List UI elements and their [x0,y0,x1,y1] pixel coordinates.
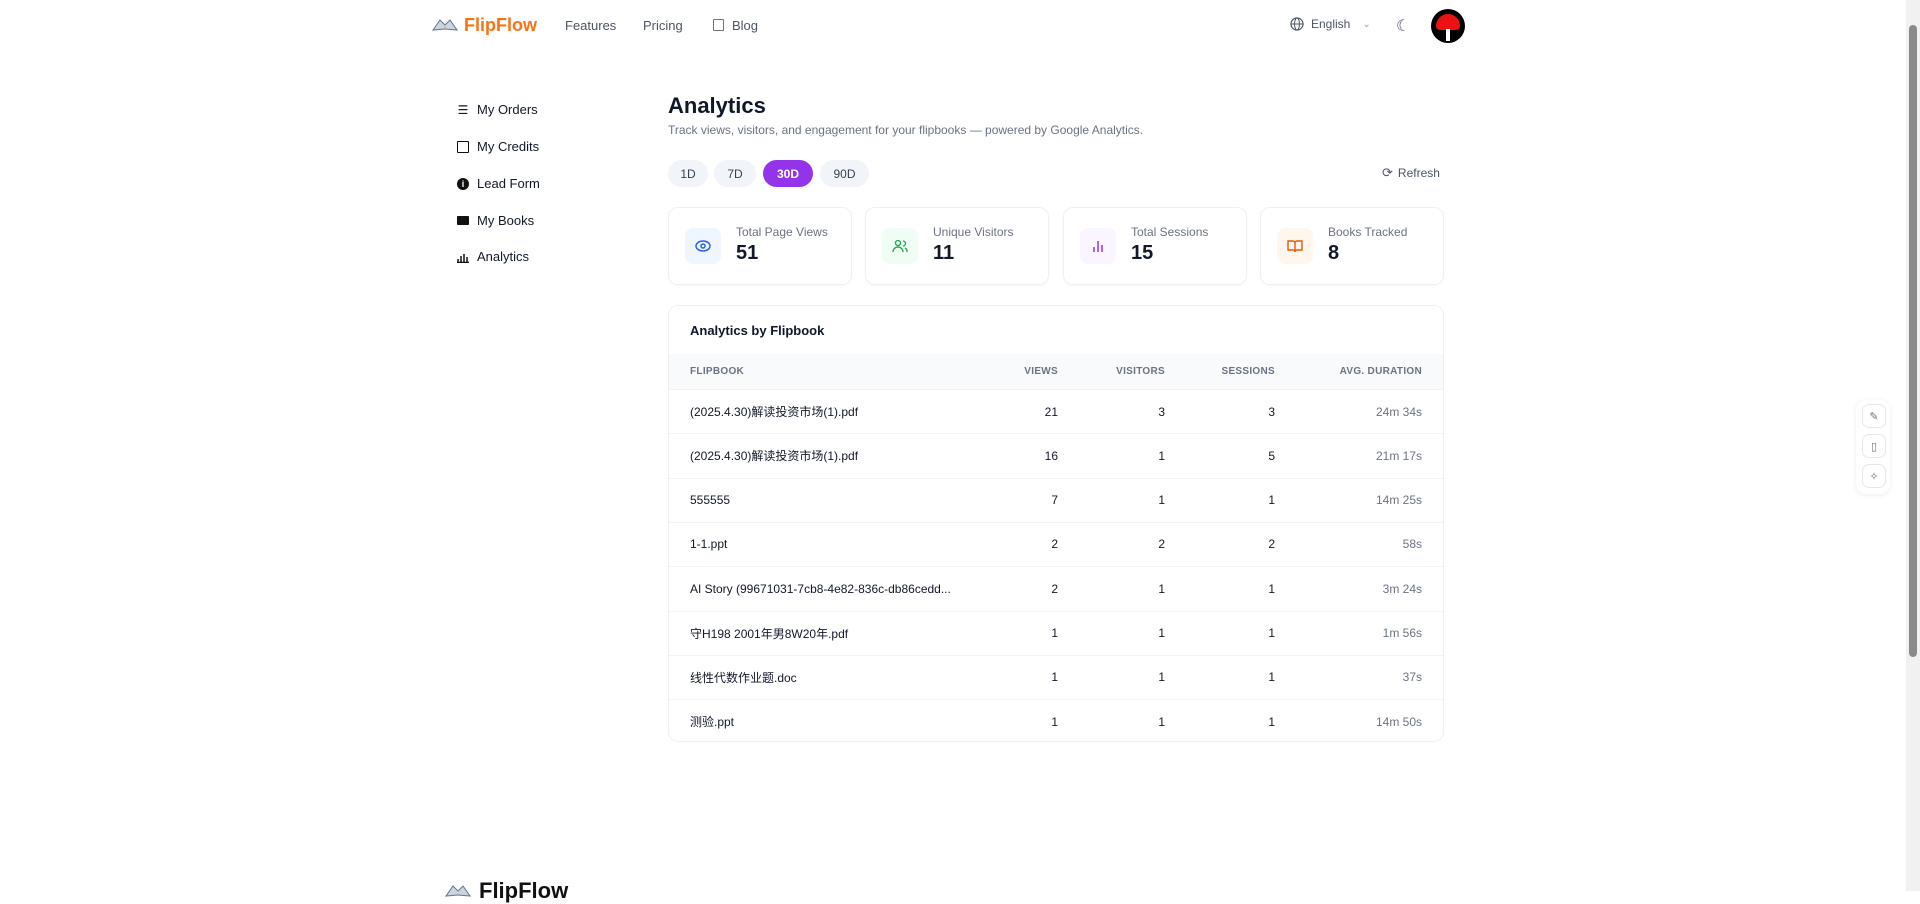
book-logo-icon [445,885,471,897]
range-tab-1d[interactable]: 1D [668,160,708,187]
sessions: 1 [1268,626,1275,640]
visitors: 1 [1158,626,1165,640]
sidebar-item-lead-form[interactable]: i Lead Form [457,176,540,191]
sidebar-item-my-books[interactable]: My Books [457,213,534,228]
wallet-icon [457,140,469,153]
avg-duration: 24m 34s [1375,404,1422,419]
sessions: 1 [1268,581,1275,596]
book-logo-icon [431,19,459,31]
table-header: FLIPBOOK VIEWS VISITORS SESSIONS AVG. DU… [669,354,1443,389]
language-select[interactable]: English ⌄ [1290,17,1371,31]
file-edit-icon[interactable]: ✎ [1862,404,1886,428]
table-row[interactable]: (2025.4.30)解读投资市场(1).pdf 21 3 3 24m 34s [669,389,1443,433]
sidebar-item-analytics[interactable]: Analytics [457,249,529,264]
range-tab-90d[interactable]: 90D [820,160,869,187]
avg-duration: 14m 50s [1375,714,1422,729]
table-row[interactable]: 守H198 2001年男8W20年.pdf 1 1 1 1m 56s [669,610,1443,655]
scrollbar-thumb[interactable] [1909,25,1917,657]
views: 21 [1044,404,1058,419]
globe-icon [1290,17,1304,31]
laptop-icon [457,216,469,225]
flipbook-name: (2025.4.30)解读投资市场(1).pdf [690,449,859,464]
info-icon: i [457,177,469,190]
nav-features[interactable]: Features [565,18,617,33]
flipbook-name: 1-1.ppt [690,537,728,552]
eye-icon [685,228,721,264]
sidebar-item-my-credits[interactable]: My Credits [457,139,539,154]
views: 2 [1051,581,1058,596]
views: 1 [1051,714,1058,729]
flipbook-name: 测验.ppt [690,715,735,730]
avg-duration: 1m 56s [1382,626,1422,640]
sidebar-item-my-orders[interactable]: ☰ My Orders [457,102,538,117]
table-row[interactable]: 1-1.ppt 2 2 2 58s [669,521,1443,566]
table-row[interactable]: (2025.4.30)解读投资市场(1).pdf 16 1 5 21m 17s [669,433,1443,477]
brand-name[interactable]: FlipFlow [464,15,537,35]
book-icon [1277,228,1313,264]
bar-chart-icon [1080,228,1116,264]
table-row[interactable]: AI Story (99671031-7cb8-4e82-836c-db86ce… [669,566,1443,610]
sessions: 1 [1268,670,1275,685]
views: 1 [1051,626,1058,640]
avg-duration: 14m 25s [1375,493,1422,508]
analytics-table-card: Analytics by Flipbook FLIPBOOK VIEWS VIS… [668,305,1444,742]
footer-logo: FlipFlow [445,878,568,904]
refresh-button[interactable]: ⟳ Refresh [1382,165,1440,180]
avatar[interactable] [1431,9,1465,43]
sessions: 1 [1268,493,1275,508]
stat-card-page-views: Total Page Views 51 [668,207,852,285]
sparkle-icon[interactable]: ✧ [1862,464,1886,488]
visitors: 1 [1158,448,1165,463]
moon-icon: ☾ [1396,18,1411,35]
sidebar-icon[interactable]: ▯ [1862,434,1886,458]
visitors: 1 [1158,581,1165,596]
users-icon [882,228,918,264]
page-subtitle: Track views, visitors, and engagement fo… [668,123,1144,137]
avg-duration: 3m 24s [1382,581,1422,596]
newspaper-icon [713,19,724,31]
nav-pricing[interactable]: Pricing [643,18,683,33]
stat-card-total-sessions: Total Sessions 15 [1063,207,1247,285]
logo[interactable] [431,17,459,33]
stat-card-books-tracked: Books Tracked 8 [1260,207,1444,285]
list-icon: ☰ [457,102,469,117]
avg-duration: 21m 17s [1375,448,1422,463]
range-tab-30d[interactable]: 30D [763,160,813,187]
visitors: 1 [1158,714,1165,729]
visitors: 1 [1158,493,1165,508]
bar-chart-icon [457,251,469,263]
sessions: 2 [1268,537,1275,552]
sessions: 5 [1268,448,1275,463]
table-row[interactable]: 测验.ppt 1 1 1 14m 50s [669,699,1443,741]
refresh-icon: ⟳ [1382,165,1393,180]
flipbook-name: 线性代数作业题.doc [690,670,797,685]
views: 1 [1051,670,1058,685]
nav-blog[interactable]: Blog [732,18,759,33]
visitors: 2 [1158,537,1165,552]
page-title: Analytics [668,93,766,118]
visitors: 3 [1158,404,1165,419]
flipbook-name: AI Story (99671031-7cb8-4e82-836c-db86ce… [690,581,951,596]
flipbook-name: 守H198 2001年男8W20年.pdf [690,626,849,641]
sessions: 1 [1268,714,1275,729]
table-row[interactable]: 线性代数作业题.doc 1 1 1 37s [669,654,1443,699]
stat-card-unique-visitors: Unique Visitors 11 [865,207,1049,285]
sessions: 3 [1268,404,1275,419]
language-label: English [1311,17,1351,31]
scrollbar[interactable] [1906,0,1920,891]
views: 7 [1051,493,1058,508]
range-tab-7d[interactable]: 7D [714,160,756,187]
chevron-down-icon: ⌄ [1362,18,1371,30]
avg-duration: 37s [1402,670,1422,685]
views: 16 [1044,448,1058,463]
table-row[interactable]: 555555 7 1 1 14m 25s [669,477,1443,522]
visitors: 1 [1158,670,1165,685]
table-title: Analytics by Flipbook [690,323,825,338]
theme-toggle[interactable]: ☾ [1396,16,1410,36]
flipbook-name: (2025.4.30)解读投资市场(1).pdf [690,405,859,419]
views: 2 [1051,537,1058,552]
avg-duration: 58s [1402,537,1422,552]
flipbook-name: 555555 [690,493,731,508]
